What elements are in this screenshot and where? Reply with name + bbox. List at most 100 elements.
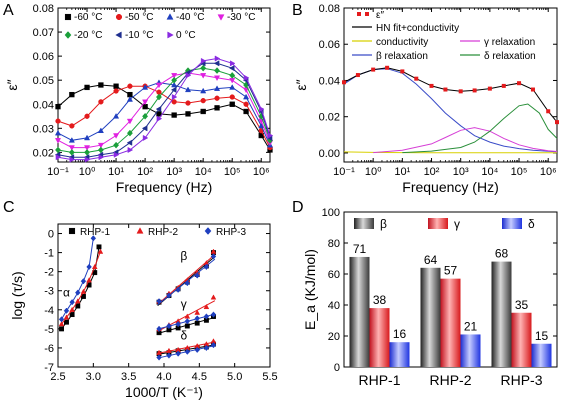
data-point bbox=[243, 101, 249, 107]
data-point bbox=[185, 72, 192, 79]
legend-marker bbox=[68, 227, 76, 235]
y-tick-label: 0 bbox=[334, 362, 340, 374]
series-line bbox=[343, 67, 558, 123]
y-tick-label: 80 bbox=[328, 238, 340, 250]
legend-marker bbox=[64, 31, 72, 39]
data-point bbox=[203, 344, 210, 352]
x-axis-title: Frequency (Hz) bbox=[402, 179, 498, 195]
series-line bbox=[373, 127, 558, 154]
y-tick-label: 0.08 bbox=[33, 3, 54, 15]
data-point bbox=[458, 89, 463, 94]
y-tick-label: -1 bbox=[44, 248, 54, 260]
y-axis-title: ε″ bbox=[293, 79, 309, 90]
series-line bbox=[57, 57, 271, 161]
y-tick-label: -5 bbox=[44, 324, 54, 336]
y-tick-label: 60 bbox=[328, 269, 340, 281]
legend-marker bbox=[204, 227, 212, 235]
x-tick-label: 2.5 bbox=[50, 371, 65, 383]
x-tick-label: 10⁶ bbox=[253, 166, 270, 178]
x-tick-label: 4.0 bbox=[156, 371, 171, 383]
data-point bbox=[69, 123, 75, 129]
data-point bbox=[429, 83, 434, 88]
data-point bbox=[517, 81, 522, 86]
bar-value-label: 71 bbox=[353, 242, 367, 256]
series-line bbox=[402, 103, 558, 154]
y-tick-label: 0.03 bbox=[33, 123, 54, 135]
data-point bbox=[184, 348, 191, 355]
data-point bbox=[54, 138, 62, 144]
data-point bbox=[84, 156, 91, 163]
y-tick-label: 0.07 bbox=[33, 27, 54, 39]
y-tick-label: 0.06 bbox=[319, 39, 340, 51]
x-tick-label: 10¹ bbox=[394, 166, 410, 178]
data-point bbox=[86, 277, 92, 283]
data-point bbox=[156, 298, 162, 305]
data-point bbox=[68, 145, 75, 151]
x-tick-label: 10⁻¹ bbox=[333, 166, 355, 178]
data-point bbox=[203, 303, 210, 310]
x-tick-label: 5.0 bbox=[227, 371, 242, 383]
data-point bbox=[155, 93, 162, 101]
panel-a-chart: 10⁻¹ 10⁰ 10¹ 10² 10³ 10⁴ 10⁵ 10⁶ 0.02 0.03 0.04 0.0… bbox=[4, 3, 274, 195]
data-point bbox=[156, 354, 162, 361]
data-point bbox=[126, 129, 133, 137]
data-point bbox=[113, 88, 119, 94]
data-point bbox=[194, 315, 200, 322]
bar-value-label: 68 bbox=[495, 247, 509, 261]
data-point bbox=[166, 352, 172, 359]
data-point bbox=[400, 69, 405, 74]
data-point bbox=[126, 139, 133, 146]
data-point bbox=[68, 148, 75, 156]
data-point bbox=[113, 133, 120, 139]
data-point bbox=[98, 99, 104, 105]
x-tick-label: 10¹ bbox=[108, 166, 124, 178]
legend-marker bbox=[365, 12, 369, 16]
series-line bbox=[57, 85, 271, 148]
data-point bbox=[155, 105, 162, 113]
x-tick-label: 10⁵ bbox=[224, 166, 241, 178]
data-point bbox=[156, 325, 162, 332]
y-tick-label: -3 bbox=[44, 286, 54, 298]
data-point bbox=[80, 288, 87, 294]
data-point bbox=[530, 87, 535, 92]
panel-b-frame bbox=[343, 7, 558, 163]
y-tick-label: 0.02 bbox=[319, 112, 340, 124]
data-point bbox=[171, 81, 178, 88]
legend-swatch bbox=[428, 218, 448, 229]
x-tick-label: 10³ bbox=[166, 166, 182, 178]
bar-value-label: 21 bbox=[464, 319, 478, 333]
relaxation-label: β bbox=[180, 249, 187, 263]
y-tick-label: -7 bbox=[44, 362, 54, 374]
y-axis-title: log (τ/s) bbox=[9, 271, 25, 319]
data-point bbox=[200, 64, 207, 72]
data-point bbox=[267, 132, 274, 139]
legend-label: -60 °C bbox=[74, 12, 102, 23]
data-point bbox=[86, 263, 92, 271]
data-point bbox=[200, 108, 206, 115]
data-point bbox=[90, 235, 97, 242]
panel-b-chart: 10⁻¹ 10⁰ 10¹ 10² 10³ 10⁴ 10⁵ 10⁶ 0.00 0.02 0.04 0.0… bbox=[293, 3, 559, 195]
data-point bbox=[59, 326, 64, 332]
y-tick-label: 0.05 bbox=[33, 75, 54, 87]
panel-d-chart: 0 20 40 60 80 100 E_a (KJ/mol) 71 38 16 RHP-1 64 57 2… bbox=[302, 207, 558, 388]
data-point bbox=[166, 322, 172, 330]
legend-label: ε″ bbox=[376, 10, 384, 21]
relaxation-label: α bbox=[63, 285, 70, 299]
y-tick-label: -2 bbox=[44, 267, 54, 279]
data-point bbox=[113, 141, 120, 149]
data-point bbox=[97, 146, 104, 154]
panel-letter-b: B bbox=[292, 2, 303, 19]
data-point bbox=[55, 154, 62, 161]
bar-value-label: 38 bbox=[373, 293, 387, 307]
data-point bbox=[55, 118, 61, 124]
data-point bbox=[113, 83, 119, 89]
data-point bbox=[171, 76, 178, 84]
bar bbox=[420, 267, 441, 367]
data-point bbox=[113, 113, 120, 119]
bar bbox=[369, 308, 390, 367]
data-point bbox=[75, 289, 81, 296]
data-point bbox=[83, 145, 91, 151]
series-line bbox=[57, 67, 271, 153]
data-point bbox=[203, 313, 210, 320]
